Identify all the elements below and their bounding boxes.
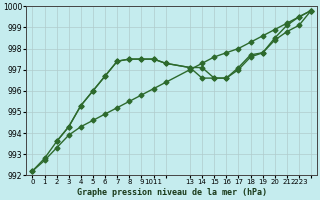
X-axis label: Graphe pression niveau de la mer (hPa): Graphe pression niveau de la mer (hPa) [77, 188, 267, 197]
